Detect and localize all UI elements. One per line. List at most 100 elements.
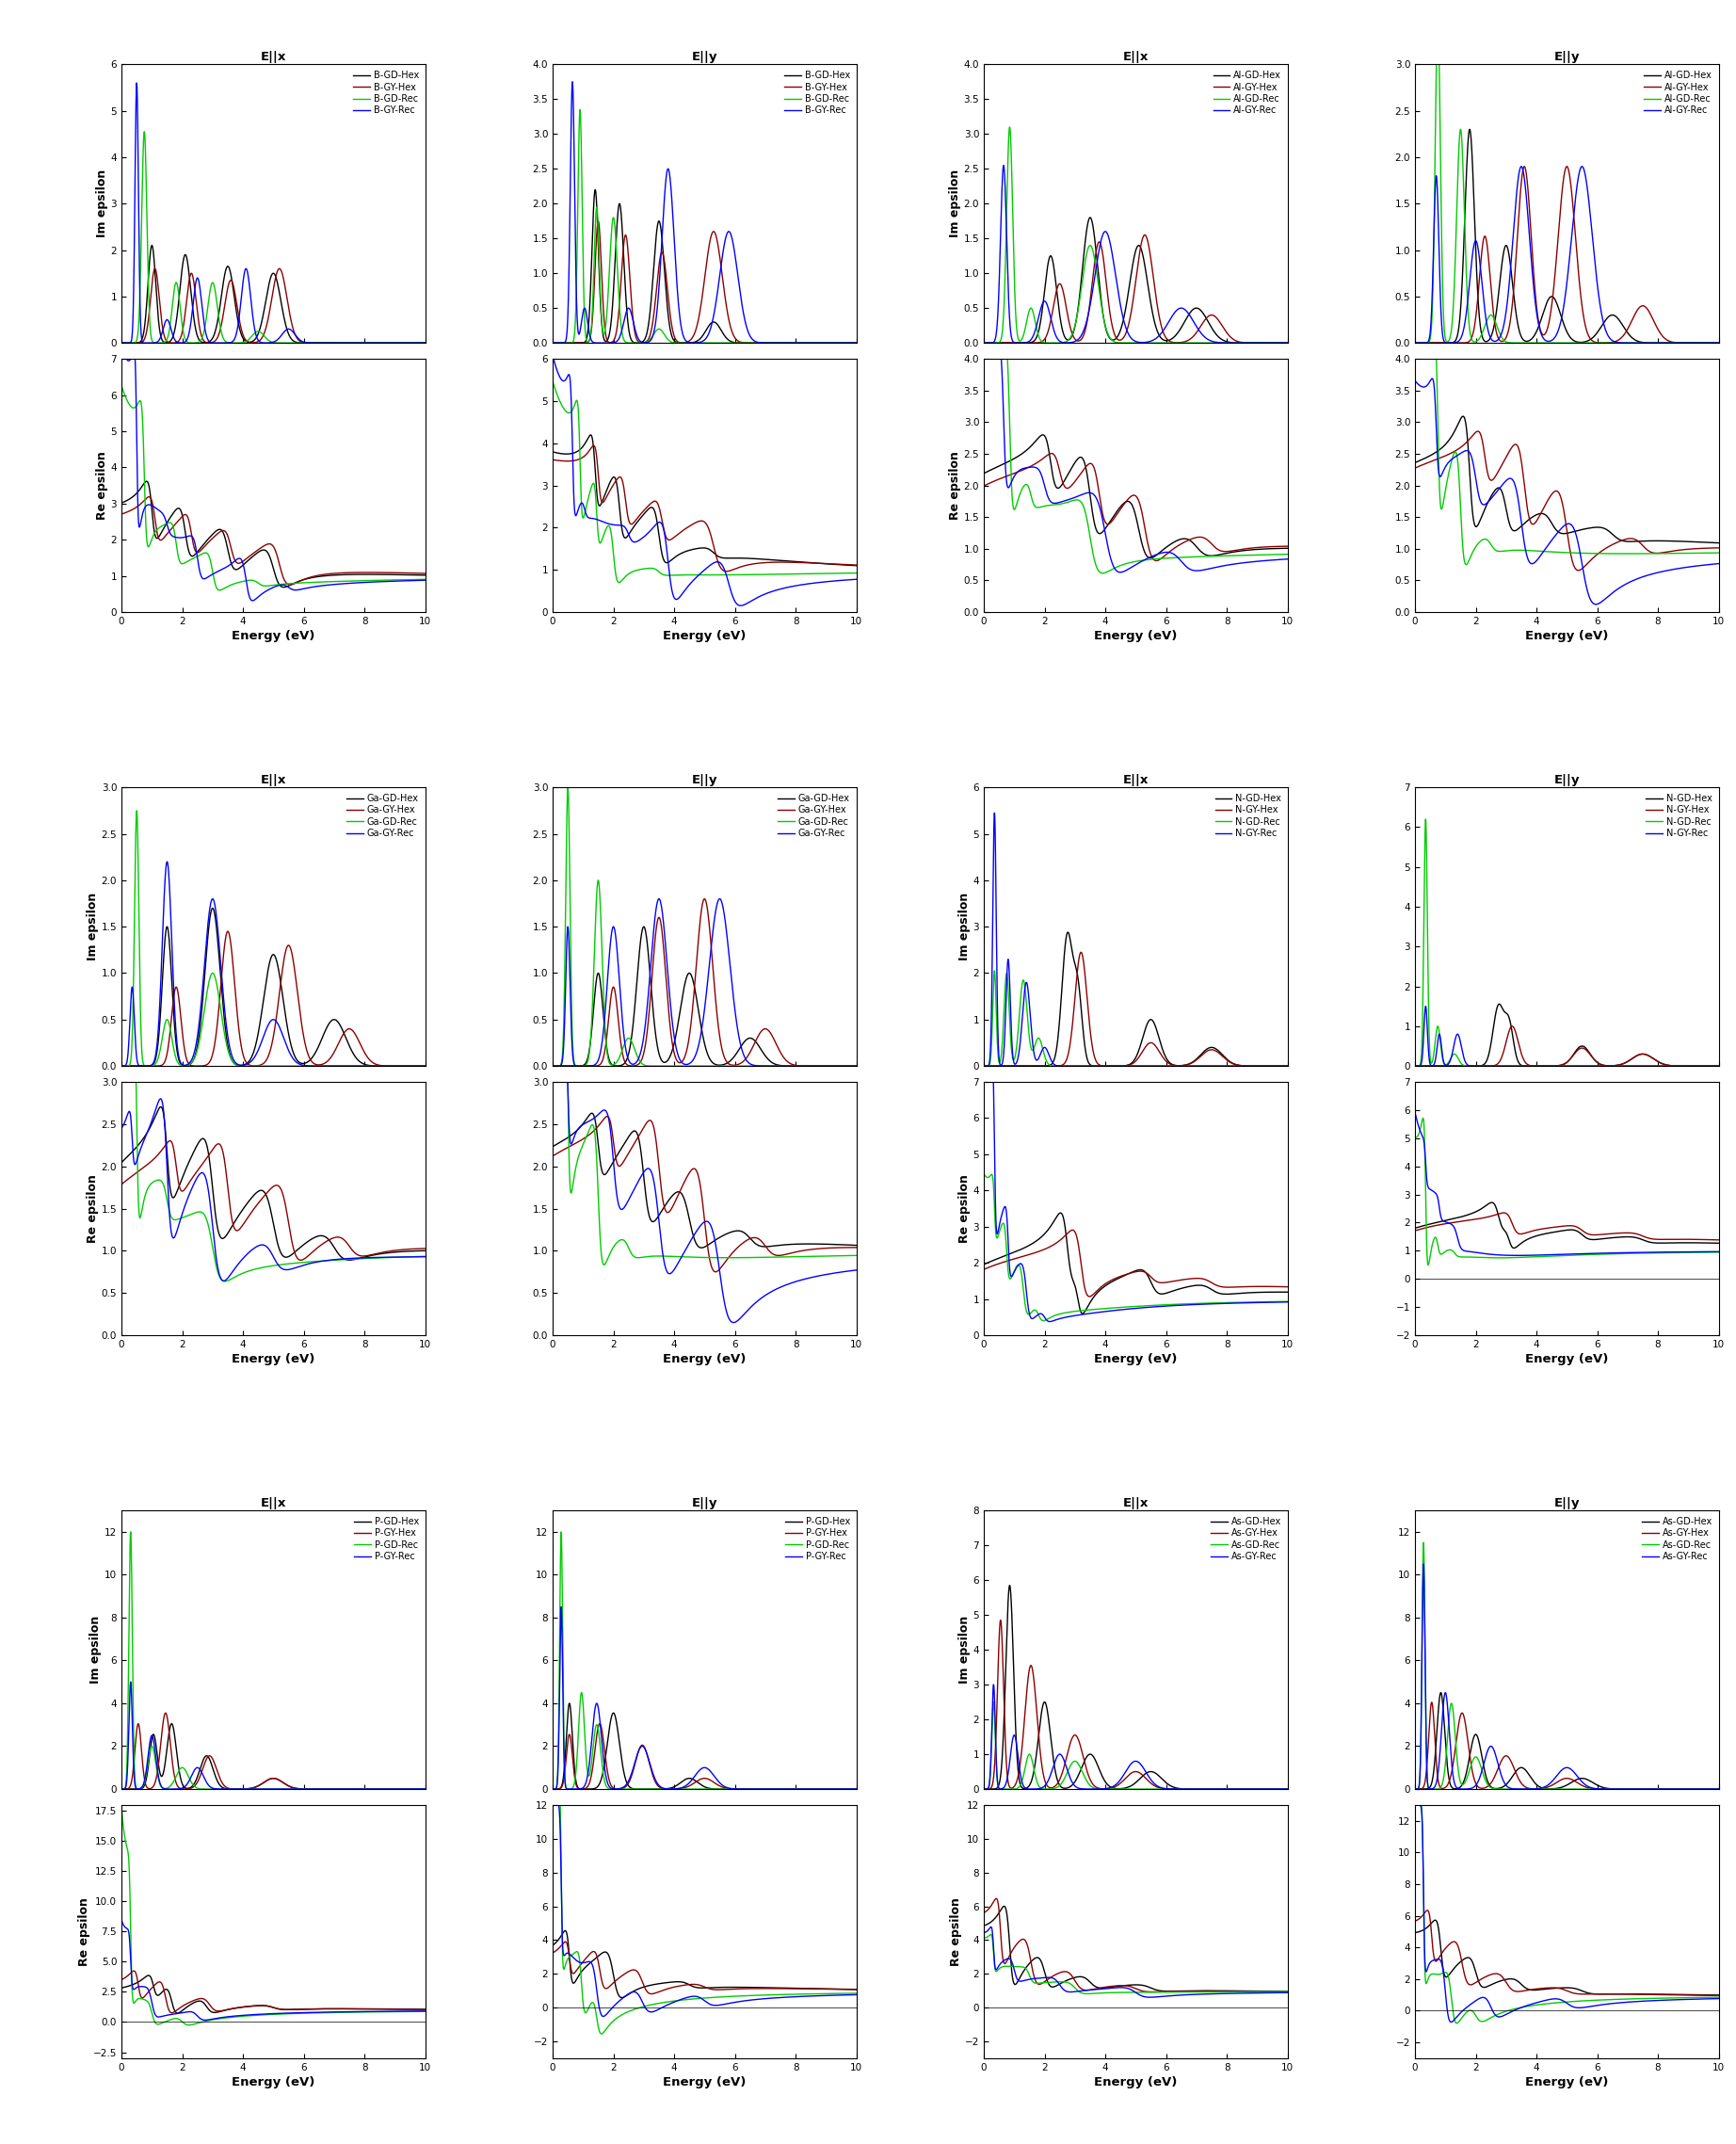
As-GD-Hex (1278, 1775, 1299, 1801)
Al-GD-Rec (1404, 330, 1425, 356)
N-GY-Rec (1597, 1053, 1618, 1078)
P-GY-Rec (672, 1775, 693, 1801)
X-axis label: Energy (eV): Energy (eV) (231, 1353, 314, 1366)
As-GY-Hex (1238, 1775, 1259, 1801)
Al-GD-Rec (1026, 315, 1047, 341)
Line: N-GD-Hex: N-GD-Hex (1415, 1003, 1719, 1066)
As-GD-Hex (1457, 1754, 1477, 1780)
P-GY-Hex (163, 1762, 184, 1788)
P-GY-Rec (415, 1775, 436, 1801)
B-GY-Rec (146, 330, 167, 356)
As-GD-Rec (1009, 1775, 1029, 1801)
As-GD-Hex (1271, 1775, 1292, 1801)
Line: Ga-GY-Rec: Ga-GY-Rec (552, 898, 856, 1066)
Line: Ga-GD-Rec: Ga-GD-Rec (122, 810, 425, 1066)
As-GD-Hex (1009, 1762, 1029, 1788)
N-GY-Rec (1200, 1053, 1220, 1078)
Line: Ga-GY-Hex: Ga-GY-Hex (552, 898, 856, 1066)
Al-GY-Rec (993, 152, 1014, 178)
N-GY-Rec (1415, 993, 1436, 1018)
Al-GY-Rec (1404, 330, 1425, 356)
P-GD-Hex (845, 1775, 866, 1801)
Al-GD-Hex (1009, 330, 1029, 356)
P-GD-Hex (840, 1775, 861, 1801)
Line: B-GD-Rec: B-GD-Rec (552, 109, 856, 343)
B-GY-Rec (227, 313, 248, 339)
Line: P-GD-Hex: P-GD-Hex (552, 1702, 856, 1788)
Al-GD-Hex (1708, 330, 1729, 356)
Al-GY-Rec (1703, 330, 1724, 356)
As-GD-Rec (974, 1775, 995, 1801)
As-GD-Hex (1708, 1775, 1729, 1801)
As-GD-Rec (1708, 1775, 1729, 1801)
Ga-GD-Rec (658, 1053, 679, 1078)
Ga-GY-Rec (595, 997, 616, 1023)
N-GY-Hex (1670, 1053, 1691, 1078)
P-GD-Rec (415, 1775, 436, 1801)
B-GD-Rec (672, 330, 693, 356)
As-GD-Hex (1439, 1769, 1460, 1795)
B-GY-Rec (562, 69, 583, 94)
As-GY-Hex (1278, 1775, 1299, 1801)
Ga-GD-Hex (377, 1053, 398, 1078)
N-GD-Rec (1271, 1053, 1292, 1078)
B-GY-Rec (163, 326, 184, 352)
P-GY-Hex (845, 1775, 866, 1801)
As-GY-Hex (1521, 1775, 1542, 1801)
Ga-GY-Hex (542, 1053, 562, 1078)
Line: B-GD-Rec: B-GD-Rec (122, 131, 425, 343)
Line: B-GD-Hex: B-GD-Hex (552, 189, 856, 343)
B-GY-Hex (807, 330, 828, 356)
B-GD-Rec (377, 330, 398, 356)
Y-axis label: Re epsilon: Re epsilon (958, 1175, 970, 1244)
B-GD-Rec (845, 330, 866, 356)
B-GD-Hex (840, 330, 861, 356)
X-axis label: Energy (eV): Energy (eV) (1526, 630, 1609, 643)
P-GY-Hex (111, 1775, 132, 1801)
Al-GY-Hex (1278, 330, 1299, 356)
X-axis label: Energy (eV): Energy (eV) (1094, 630, 1177, 643)
P-GD-Hex (241, 1775, 262, 1801)
Ga-GY-Hex (658, 1003, 679, 1029)
Al-GD-Rec (1427, 4, 1448, 30)
Ga-GD-Hex (595, 1023, 616, 1048)
X-axis label: Energy (eV): Energy (eV) (231, 2075, 314, 2088)
N-GD-Hex (1009, 1053, 1029, 1078)
As-GY-Hex (974, 1775, 995, 1801)
Legend: Ga-GD-Hex, Ga-GY-Hex, Ga-GD-Rec, Ga-GY-Rec: Ga-GD-Hex, Ga-GY-Hex, Ga-GD-Rec, Ga-GY-R… (344, 791, 422, 843)
As-GY-Hex (1090, 1775, 1111, 1801)
N-GD-Hex (1404, 1053, 1425, 1078)
Al-GY-Rec (1026, 313, 1047, 339)
P-GD-Rec (595, 1771, 616, 1797)
Al-GD-Rec (1439, 326, 1460, 352)
Ga-GY-Hex (217, 918, 238, 943)
B-GY-Hex (241, 330, 262, 356)
Line: P-GY-Hex: P-GY-Hex (552, 1724, 856, 1788)
Ga-GD-Rec (415, 1053, 436, 1078)
Line: N-GY-Rec: N-GY-Rec (1415, 1006, 1719, 1066)
B-GD-Rec (595, 315, 616, 341)
Ga-GD-Hex (241, 1044, 262, 1070)
P-GD-Hex (111, 1775, 132, 1801)
N-GD-Rec (1521, 1053, 1542, 1078)
P-GD-Rec (227, 1775, 248, 1801)
B-GD-Rec (241, 324, 262, 349)
B-GD-Rec (542, 330, 562, 356)
Line: N-GY-Rec: N-GY-Rec (984, 813, 1288, 1066)
N-GY-Rec (1535, 1053, 1555, 1078)
P-GY-Hex (807, 1775, 828, 1801)
Line: As-GY-Rec: As-GY-Rec (984, 1685, 1288, 1788)
P-GD-Rec (120, 1520, 141, 1546)
As-GD-Hex (1430, 1679, 1451, 1704)
B-GD-Rec (807, 330, 828, 356)
Y-axis label: Im epsilon: Im epsilon (95, 169, 108, 238)
N-GD-Rec (1415, 806, 1436, 832)
Ga-GY-Rec (377, 1053, 398, 1078)
Al-GY-Rec (1090, 232, 1111, 257)
N-GY-Hex (974, 1053, 995, 1078)
Ga-GD-Hex (410, 1053, 431, 1078)
As-GY-Hex (1404, 1775, 1425, 1801)
Ga-GD-Rec (146, 1051, 167, 1076)
Y-axis label: Im epsilon: Im epsilon (87, 892, 99, 961)
Al-GD-Rec (1670, 330, 1691, 356)
